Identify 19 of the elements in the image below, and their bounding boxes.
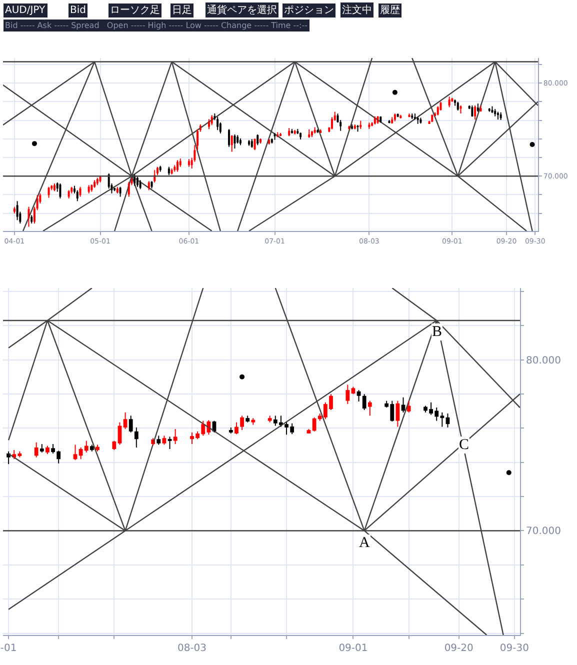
y-tick-label: 70.000 [526, 526, 561, 538]
text: Bid [70, 5, 86, 16]
text: 日足 [172, 5, 192, 16]
annotation: A [359, 535, 370, 551]
annotation: B [432, 324, 442, 340]
text: AUD/JPY [5, 5, 46, 16]
text: Bid ----- Ask ----- Spread Open ----- High ----- Low ----- Change ----- Time --:-- [5, 21, 308, 30]
text: ポジション [284, 5, 334, 16]
y-tick-label: 80.000 [526, 355, 561, 366]
text: 通貨ペアを選択 [207, 4, 277, 16]
x-tick-label: 09-01 [338, 643, 368, 654]
text: 注文中 [342, 4, 372, 16]
text: 履歴 [380, 5, 400, 16]
x-tick-label: -01 [0, 643, 17, 654]
text: ローソク足 [110, 5, 160, 16]
annotation: C [459, 437, 470, 453]
x-tick-label: 08-03 [177, 643, 207, 654]
x-tick-label: 09-20 [444, 643, 474, 654]
x-tick-label: 09-30 [500, 643, 529, 654]
